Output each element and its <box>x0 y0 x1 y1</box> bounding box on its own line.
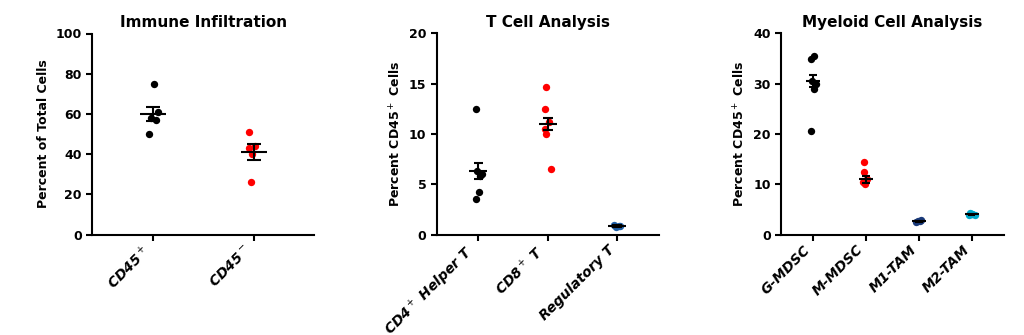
Point <box>469 169 485 174</box>
Point <box>612 223 629 229</box>
Point <box>964 212 980 217</box>
Point <box>242 129 258 135</box>
Point <box>151 109 167 115</box>
Point <box>539 84 555 89</box>
Point <box>467 106 483 112</box>
Y-axis label: Percent of Total Cells: Percent of Total Cells <box>37 60 50 208</box>
Title: Immune Infiltration: Immune Infiltration <box>120 14 287 29</box>
Point <box>537 126 553 132</box>
Point <box>140 131 157 137</box>
Y-axis label: Percent CD45$^+$ Cells: Percent CD45$^+$ Cells <box>732 61 748 207</box>
Point <box>143 115 160 121</box>
Point <box>611 224 628 229</box>
Point <box>538 131 554 137</box>
Point <box>244 151 260 157</box>
Point <box>858 177 874 182</box>
Point <box>908 219 925 225</box>
Point <box>537 106 553 112</box>
Point <box>467 197 483 202</box>
Point <box>909 218 926 224</box>
Point <box>964 211 980 217</box>
Point <box>608 224 625 230</box>
Point <box>806 86 822 91</box>
Point <box>964 212 980 217</box>
Point <box>145 81 162 86</box>
Point <box>806 53 822 59</box>
Point <box>963 211 979 216</box>
Point <box>474 172 490 177</box>
Point <box>543 166 559 172</box>
Point <box>471 190 487 195</box>
Point <box>967 213 983 218</box>
Point <box>247 143 263 149</box>
Point <box>803 129 819 134</box>
Point <box>243 180 259 185</box>
Point <box>472 174 488 179</box>
Point <box>541 119 557 125</box>
Point <box>241 145 257 151</box>
Y-axis label: Percent CD45$^+$ Cells: Percent CD45$^+$ Cells <box>388 61 403 207</box>
Point <box>804 78 820 84</box>
Point <box>912 218 929 223</box>
Point <box>803 56 819 61</box>
Point <box>147 117 164 123</box>
Point <box>808 81 824 86</box>
Point <box>855 179 871 184</box>
Title: T Cell Analysis: T Cell Analysis <box>485 14 610 29</box>
Point <box>606 223 623 228</box>
Point <box>912 219 929 224</box>
Point <box>855 169 871 174</box>
Point <box>857 182 873 187</box>
Point <box>961 212 977 218</box>
Point <box>856 159 872 164</box>
Title: Myeloid Cell Analysis: Myeloid Cell Analysis <box>802 14 983 29</box>
